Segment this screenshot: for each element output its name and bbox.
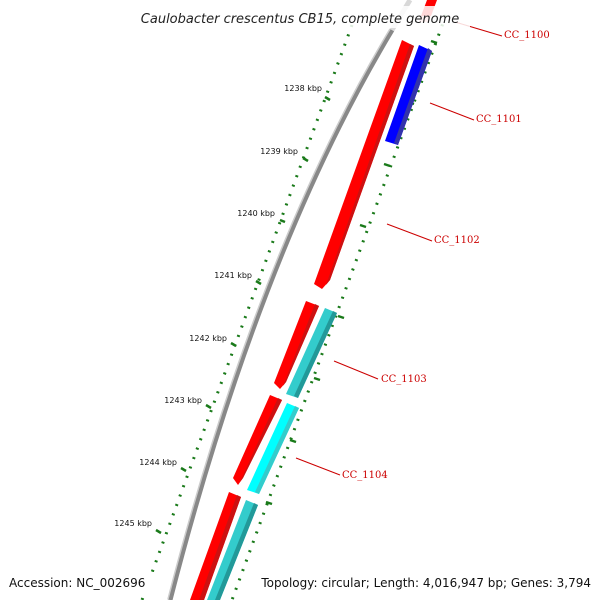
- label-leaders: [295, 21, 503, 476]
- kbp-label: 1240 kbp: [237, 209, 275, 218]
- gene-cc1103-forward-shade: [283, 304, 319, 386]
- genome-summary-text: Topology: circular; Length: 4,016,947 bp…: [260, 576, 591, 590]
- gene-label-cc1100: CC_1100: [504, 30, 550, 41]
- outer-major-ticks: [155, 95, 331, 535]
- kbp-label: 1241 kbp: [214, 271, 252, 280]
- kbp-label: 1245 kbp: [114, 519, 152, 528]
- genome-title: Caulobacter crescentus CB15, complete ge…: [141, 12, 459, 27]
- gene-label-cc1103: CC_1103: [381, 374, 427, 385]
- kbp-label: 1244 kbp: [139, 458, 177, 467]
- kbp-label: 1243 kbp: [164, 396, 202, 405]
- footer-backing-left: [4, 572, 154, 592]
- gene-label-cc1104: CC_1104: [342, 470, 388, 481]
- genome-backbone: [167, 28, 395, 600]
- title-backing: [130, 6, 470, 28]
- kbp-label: 1238 kbp: [284, 84, 322, 93]
- genome-backbone-highlight: [167, 28, 391, 600]
- gene-bottom-forward[interactable]: [190, 492, 241, 600]
- gene-label-cc1102: CC_1102: [434, 235, 480, 246]
- gene-cc1102-shade: [326, 44, 414, 285]
- kbp-label: 1239 kbp: [260, 147, 298, 156]
- gene-cc1101-shade: [394, 48, 432, 145]
- inner-tick-ring: [230, 14, 448, 600]
- accession-text: Accession: NC_002696: [9, 576, 145, 590]
- kbp-label: 1242 kbp: [189, 334, 227, 343]
- outer-tick-ring: [140, 24, 354, 600]
- gene-bottom-forward-shade: [199, 495, 241, 600]
- gene-bottom-reverse-shade: [215, 503, 258, 600]
- footer-backing-right: [256, 572, 596, 592]
- gene-label-cc1101: CC_1101: [476, 114, 522, 125]
- gene-cc1103-shade: [294, 311, 337, 398]
- gene-cc1102[interactable]: [314, 40, 414, 289]
- gene-cc1104-forward-shade: [240, 398, 282, 482]
- gene-cc1104-shade: [255, 406, 299, 494]
